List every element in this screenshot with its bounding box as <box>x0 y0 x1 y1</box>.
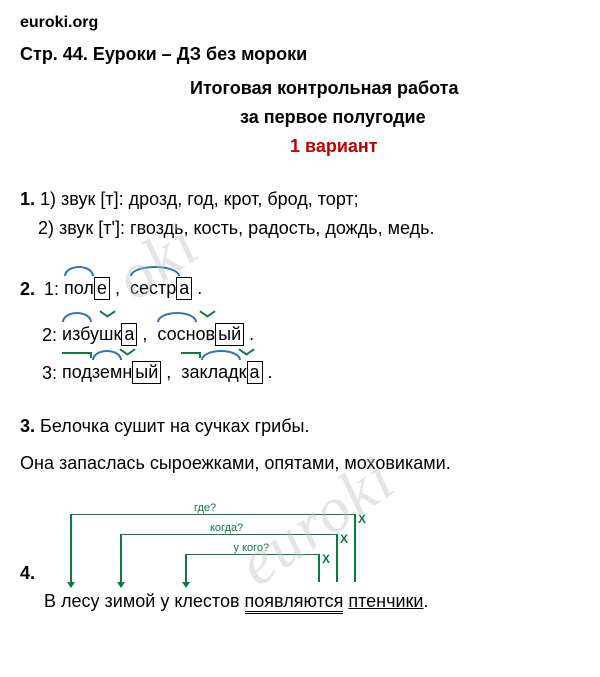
question-label: когда? <box>210 520 243 538</box>
sentence-part: птенчики <box>348 591 423 611</box>
title-block: Итоговая контрольная работа за первое по… <box>20 74 580 160</box>
word-ending-box: а <box>247 361 263 384</box>
task-2-row: 3: подземный , закладка . <box>42 358 580 388</box>
word-ending-box: а <box>121 323 137 346</box>
x-mark-icon: X <box>322 550 330 569</box>
word-separator: , <box>137 324 147 344</box>
task-1-line-2: 2) звук [т']: гвоздь, кость, радость, до… <box>38 214 580 243</box>
page-header: Стр. 44. Еуроки – ДЗ без мороки <box>20 40 580 69</box>
task-2-row-label: 2: <box>42 325 62 345</box>
morph-word: поле , <box>64 274 120 304</box>
variant-label: 1 вариант <box>20 132 580 161</box>
word-stem: закладк <box>181 358 246 388</box>
sentence-part: . <box>423 591 428 611</box>
task-2: 2. 1: поле , сестра .2: избушка , соснов… <box>20 266 580 388</box>
task-1-line-2-words: гвоздь, кость, радость, дождь, медь. <box>130 218 434 238</box>
root-arc-mark <box>62 312 92 322</box>
question-label: у кого? <box>234 540 270 558</box>
word-separator: . <box>263 362 273 382</box>
word-stem: подземн <box>62 358 132 388</box>
task-1-line-1-words: дрозд, год, крот, брод, торт; <box>129 189 359 209</box>
prefix-mark <box>62 352 92 358</box>
word-ending-box: ый <box>215 323 244 346</box>
root-arc-mark <box>92 350 122 360</box>
morph-word: избушка , <box>62 320 147 350</box>
task-1-number: 1. <box>20 189 35 209</box>
prefix-mark <box>181 352 201 358</box>
task-3-line-2: Она запаслась сыроежками, опятами, мохов… <box>20 449 580 478</box>
task-4-sentence: В лесу зимой у клестов появляются птенчи… <box>44 587 429 616</box>
sentence-part: зимой <box>105 591 156 611</box>
site-url: euroki.org <box>20 10 580 36</box>
morph-word: подземный , <box>62 358 171 388</box>
task-2-row: 1: поле , сестра . <box>44 274 212 304</box>
task-2-row-label: 3: <box>42 363 62 383</box>
word-stem: соснов <box>157 320 215 350</box>
task-4-parse-diagram: 4. Xгде? Xкогда? Xу кого? В лесу зимой у к… <box>20 496 580 616</box>
task-2-number: 2. <box>20 279 35 299</box>
word-separator: . <box>244 324 254 344</box>
morph-word: закладка . <box>181 358 272 388</box>
word-separator: . <box>192 278 202 298</box>
morph-word: сосновый . <box>157 320 254 350</box>
root-arc-mark <box>130 266 180 276</box>
page-root: euroki.org Стр. 44. Еуроки – ДЗ без моро… <box>0 0 600 636</box>
word-separator: , <box>110 278 120 298</box>
word-ending-box: ый <box>132 361 161 384</box>
word-stem: сестр <box>130 274 176 304</box>
task-1-line-2-prefix: 2) звук [т']: <box>38 218 130 238</box>
sentence-part: появляются <box>245 591 344 614</box>
task-1: 1. 1) звук [т]: дрозд, год, крот, брод, … <box>20 185 580 243</box>
title-line-1: Итоговая контрольная работа <box>20 74 580 103</box>
word-ending-box: а <box>176 277 192 300</box>
morph-word: сестра . <box>130 274 202 304</box>
title-line-2: за первое полугодие <box>20 103 580 132</box>
x-mark-icon: X <box>340 530 348 549</box>
task-1-line-1-prefix: 1) звук [т]: <box>40 189 129 209</box>
task-3-number: 3. <box>20 416 35 436</box>
word-stem: пол <box>64 274 94 304</box>
task-4-number: 4. <box>20 559 35 588</box>
x-mark-icon: X <box>358 510 366 529</box>
task-2-row-label: 1: <box>44 279 64 299</box>
word-separator: , <box>161 362 171 382</box>
sentence-part <box>240 591 245 611</box>
task-3: 3. Белочка сушит на сучках грибы. Она за… <box>20 412 580 478</box>
task-2-row: 2: избушка , сосновый . <box>42 320 580 350</box>
sentence-part: у клестов <box>160 591 239 611</box>
root-arc-mark <box>201 350 241 360</box>
task-3-line-1: Белочка сушит на сучках грибы. <box>40 416 309 436</box>
task-4: 4. Xгде? Xкогда? Xу кого? В лесу зимой у к… <box>20 496 580 616</box>
word-ending-box: е <box>94 277 110 300</box>
root-arc-mark <box>64 266 94 276</box>
question-label: где? <box>194 500 216 518</box>
root-arc-mark <box>157 312 197 322</box>
sentence-part: В лесу <box>44 591 100 611</box>
word-stem: избушк <box>62 320 121 350</box>
